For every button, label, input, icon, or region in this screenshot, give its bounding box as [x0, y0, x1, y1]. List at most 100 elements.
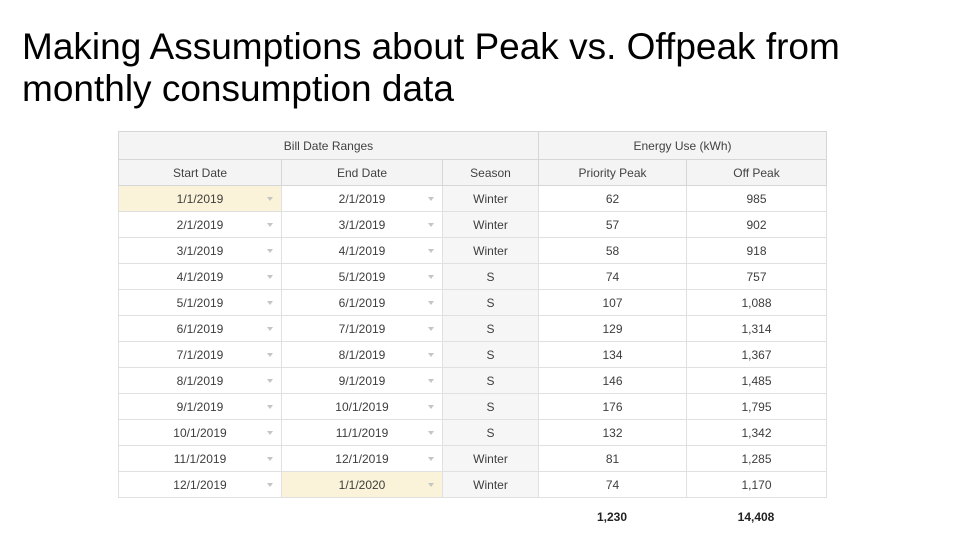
- chevron-down-icon: [428, 456, 434, 461]
- chevron-down-icon: [428, 352, 434, 357]
- table-row: 9/1/2019 10/1/2019 S 176 1,795: [118, 393, 827, 420]
- column-header-season: Season: [442, 159, 539, 186]
- chevron-down-icon: [428, 274, 434, 279]
- start-date-value: 3/1/2019: [176, 243, 224, 258]
- start-date-value: 11/1/2019: [173, 451, 227, 466]
- start-date-cell[interactable]: 12/1/2019: [118, 471, 282, 498]
- chevron-down-icon: [267, 482, 273, 487]
- chevron-down-icon: [428, 378, 434, 383]
- end-date-value: 7/1/2019: [338, 321, 386, 336]
- table-row: 1/1/2019 2/1/2019 Winter 62 985: [118, 185, 827, 212]
- priority-peak-cell: 81: [538, 445, 687, 472]
- start-date-cell[interactable]: 9/1/2019: [118, 393, 282, 420]
- table-row: 12/1/2019 1/1/2020 Winter 74 1,170: [118, 471, 827, 498]
- end-date-value: 3/1/2019: [338, 217, 386, 232]
- chevron-down-icon: [428, 300, 434, 305]
- end-date-value: 5/1/2019: [338, 269, 386, 284]
- end-date-cell[interactable]: 1/1/2020: [281, 471, 443, 498]
- priority-peak-cell: 132: [538, 419, 687, 446]
- end-date-cell[interactable]: 12/1/2019: [281, 445, 443, 472]
- off-peak-cell: 985: [686, 185, 827, 212]
- off-peak-cell: 1,314: [686, 315, 827, 342]
- column-header-end-date: End Date: [281, 159, 443, 186]
- priority-peak-total: 1,230: [596, 510, 628, 524]
- chevron-down-icon: [267, 222, 273, 227]
- start-date-cell[interactable]: 1/1/2019: [118, 185, 282, 212]
- column-header-start-date: Start Date: [118, 159, 282, 186]
- chevron-down-icon: [428, 326, 434, 331]
- page-title-line-1: Making Assumptions about Peak vs. Offpea…: [22, 26, 840, 67]
- start-date-cell[interactable]: 10/1/2019: [118, 419, 282, 446]
- off-peak-cell: 1,795: [686, 393, 827, 420]
- off-peak-total: 14,408: [737, 510, 775, 524]
- chevron-down-icon: [267, 300, 273, 305]
- chevron-down-icon: [428, 482, 434, 487]
- chevron-down-icon: [267, 196, 273, 201]
- end-date-cell[interactable]: 11/1/2019: [281, 419, 443, 446]
- off-peak-cell: 757: [686, 263, 827, 290]
- start-date-value: 10/1/2019: [173, 425, 227, 440]
- totals-row: 1,230 14,408: [118, 506, 826, 528]
- column-header-priority-peak: Priority Peak: [538, 159, 687, 186]
- header-column-row: Start Date End Date Season Priority Peak…: [118, 159, 827, 186]
- end-date-cell[interactable]: 8/1/2019: [281, 341, 443, 368]
- start-date-cell[interactable]: 2/1/2019: [118, 211, 282, 238]
- start-date-value: 1/1/2019: [176, 191, 224, 206]
- start-date-cell[interactable]: 5/1/2019: [118, 289, 282, 316]
- start-date-cell[interactable]: 11/1/2019: [118, 445, 282, 472]
- season-cell: S: [442, 341, 539, 368]
- page-title-line-2: monthly consumption data: [22, 68, 454, 109]
- off-peak-cell: 1,367: [686, 341, 827, 368]
- off-peak-cell: 1,342: [686, 419, 827, 446]
- off-peak-cell: 902: [686, 211, 827, 238]
- header-group-row: Bill Date Ranges Energy Use (kWh): [118, 131, 827, 160]
- table-row: 6/1/2019 7/1/2019 S 129 1,314: [118, 315, 827, 342]
- start-date-cell[interactable]: 6/1/2019: [118, 315, 282, 342]
- end-date-cell[interactable]: 2/1/2019: [281, 185, 443, 212]
- season-cell: Winter: [442, 445, 539, 472]
- end-date-cell[interactable]: 4/1/2019: [281, 237, 443, 264]
- end-date-cell[interactable]: 5/1/2019: [281, 263, 443, 290]
- start-date-cell[interactable]: 8/1/2019: [118, 367, 282, 394]
- priority-peak-cell: 57: [538, 211, 687, 238]
- start-date-value: 2/1/2019: [176, 217, 224, 232]
- table-row: 10/1/2019 11/1/2019 S 132 1,342: [118, 419, 827, 446]
- priority-peak-cell: 58: [538, 237, 687, 264]
- billing-data-table: Bill Date Ranges Energy Use (kWh) Start …: [118, 131, 827, 498]
- season-cell: S: [442, 393, 539, 420]
- season-cell: Winter: [442, 185, 539, 212]
- priority-peak-cell: 74: [538, 471, 687, 498]
- end-date-cell[interactable]: 6/1/2019: [281, 289, 443, 316]
- table-row: 5/1/2019 6/1/2019 S 107 1,088: [118, 289, 827, 316]
- end-date-value: 9/1/2019: [338, 373, 386, 388]
- table-row: 8/1/2019 9/1/2019 S 146 1,485: [118, 367, 827, 394]
- start-date-value: 9/1/2019: [176, 399, 224, 414]
- chevron-down-icon: [267, 248, 273, 253]
- end-date-value: 12/1/2019: [335, 451, 389, 466]
- chevron-down-icon: [267, 326, 273, 331]
- chevron-down-icon: [428, 196, 434, 201]
- priority-peak-cell: 129: [538, 315, 687, 342]
- end-date-value: 8/1/2019: [338, 347, 386, 362]
- off-peak-cell: 1,485: [686, 367, 827, 394]
- start-date-value: 8/1/2019: [176, 373, 224, 388]
- season-cell: Winter: [442, 237, 539, 264]
- end-date-cell[interactable]: 9/1/2019: [281, 367, 443, 394]
- start-date-cell[interactable]: 3/1/2019: [118, 237, 282, 264]
- priority-peak-cell: 134: [538, 341, 687, 368]
- start-date-value: 5/1/2019: [176, 295, 224, 310]
- priority-peak-cell: 146: [538, 367, 687, 394]
- table-row: 7/1/2019 8/1/2019 S 134 1,367: [118, 341, 827, 368]
- priority-peak-cell: 176: [538, 393, 687, 420]
- off-peak-cell: 1,285: [686, 445, 827, 472]
- end-date-value: 11/1/2019: [335, 425, 389, 440]
- header-energy-use: Energy Use (kWh): [538, 131, 827, 160]
- header-bill-date-ranges: Bill Date Ranges: [118, 131, 539, 160]
- start-date-cell[interactable]: 4/1/2019: [118, 263, 282, 290]
- season-cell: S: [442, 263, 539, 290]
- start-date-cell[interactable]: 7/1/2019: [118, 341, 282, 368]
- end-date-cell[interactable]: 3/1/2019: [281, 211, 443, 238]
- chevron-down-icon: [267, 404, 273, 409]
- end-date-cell[interactable]: 7/1/2019: [281, 315, 443, 342]
- end-date-cell[interactable]: 10/1/2019: [281, 393, 443, 420]
